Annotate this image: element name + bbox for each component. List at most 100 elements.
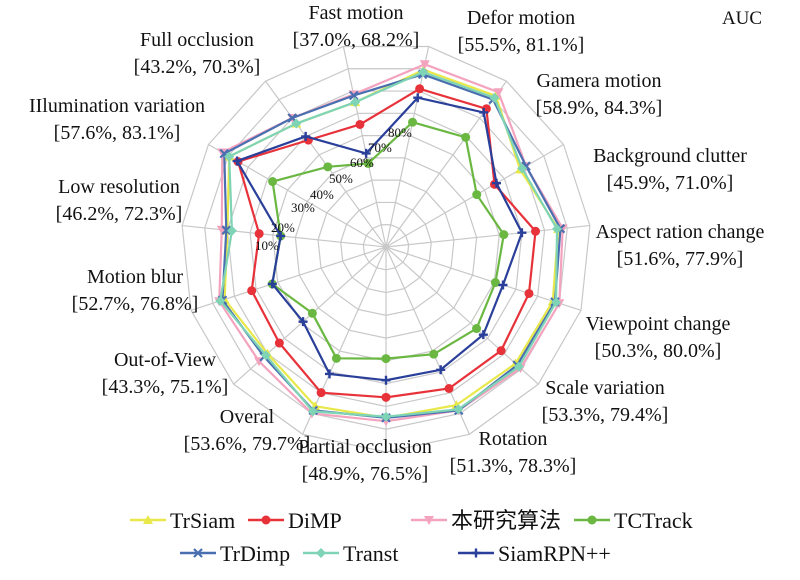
data-point — [453, 404, 464, 415]
data-point — [349, 90, 359, 101]
axis-label: Out-of-View — [114, 349, 217, 371]
axis-label: Gamera motion — [537, 70, 662, 92]
legend-item: TCTrack — [574, 508, 693, 533]
data-point — [355, 119, 365, 129]
legend: TrSiam DiMP 本研究算法 TCTrack TrDimp Transt SiamRP… — [130, 508, 693, 566]
data-point — [232, 156, 242, 166]
legend-label: TCTrack — [614, 508, 693, 533]
legend-marker — [261, 515, 271, 525]
axis-label: Defor motion — [467, 7, 575, 29]
axis-range-label: [53.6%, 79.7%] — [184, 433, 311, 455]
data-point — [491, 178, 501, 188]
data-point — [324, 369, 334, 379]
data-point — [479, 107, 489, 117]
data-point — [461, 132, 471, 142]
legend-marker — [471, 548, 481, 558]
data-point — [415, 84, 425, 94]
data-point — [331, 353, 341, 363]
legend-marker — [424, 516, 434, 525]
grid-spoke — [385, 46, 430, 248]
axis-label: IIlumination variation — [29, 95, 205, 117]
axis-label: Fast motion — [308, 2, 403, 24]
radial-tick-label: 20% — [271, 220, 295, 235]
data-point — [381, 354, 391, 364]
data-point — [276, 231, 286, 241]
legend-marker — [193, 548, 203, 558]
legend-marker — [143, 515, 153, 524]
series-6 — [232, 93, 527, 385]
chart-title: AUC — [722, 8, 762, 29]
grid-ring — [294, 157, 478, 339]
data-point — [254, 229, 264, 239]
legend-item: TrDimp — [180, 541, 290, 566]
data-point — [381, 411, 391, 422]
data-point — [350, 97, 361, 108]
data-point — [436, 365, 446, 375]
data-point — [490, 278, 500, 288]
data-point — [531, 226, 541, 236]
data-point — [274, 338, 284, 348]
data-point — [381, 392, 391, 402]
grid-spoke — [385, 246, 582, 311]
data-point — [215, 295, 226, 306]
axis-range-label: [50.3%, 80.0%] — [595, 340, 722, 362]
radial-tick-label: 40% — [310, 187, 334, 202]
axis-range-label: [43.3%, 75.1%] — [102, 376, 229, 398]
data-point — [307, 406, 318, 417]
axis-range-label: [46.2%, 72.3%] — [56, 203, 183, 225]
grid-ring — [226, 90, 546, 408]
axis-label: Overal — [220, 406, 275, 428]
data-point — [524, 288, 534, 298]
grid-ring — [362, 224, 410, 271]
radial-tick-label: 70% — [368, 140, 392, 155]
legend-item: SiamRPN++ — [458, 541, 611, 566]
data-point — [429, 349, 439, 359]
axis-range-label: [51.6%, 77.9%] — [617, 248, 744, 270]
data-point — [493, 88, 504, 98]
data-point — [307, 308, 317, 318]
radial-tick-label: 50% — [329, 171, 353, 186]
legend-item: TrSiam — [130, 508, 235, 533]
axis-range-label: [43.2%, 70.3%] — [134, 56, 261, 78]
axis-label: Viewpoint change — [586, 313, 731, 335]
data-point — [413, 93, 423, 103]
data-point — [260, 350, 271, 361]
data-point — [552, 224, 563, 235]
grid-ring — [181, 45, 591, 453]
data-point — [517, 228, 527, 238]
legend-marker — [587, 515, 597, 525]
axis-label: Aspect ration change — [596, 221, 765, 243]
series-line — [219, 70, 559, 418]
data-point — [267, 279, 277, 289]
legend-label: 本研究算法 — [451, 508, 561, 533]
data-point — [268, 177, 278, 187]
radial-tick-label: 80% — [388, 125, 412, 140]
axis-range-label: [37.0%, 68.2%] — [293, 29, 420, 51]
radial-tick-label: 10% — [255, 238, 279, 253]
data-point — [291, 118, 302, 129]
axis-label: Background clutter — [593, 145, 747, 167]
axis-range-label: [53.3%, 79.4%] — [542, 404, 669, 426]
axis-range-label: [52.7%, 76.8%] — [72, 293, 199, 315]
grid-spoke — [302, 246, 387, 435]
grid-spoke — [385, 246, 539, 385]
data-point — [316, 388, 326, 398]
legend-label: SiamRPN++ — [498, 541, 611, 566]
radial-tick-label: 60% — [350, 155, 374, 170]
legend-label: TrDimp — [220, 541, 290, 566]
data-point — [361, 148, 371, 158]
grid-ring — [317, 179, 455, 316]
axis-range-label: [55.5%, 81.1%] — [458, 34, 585, 56]
axis-range-label: [48.9%, 76.5%] — [302, 463, 429, 485]
axis-label: Full occlusion — [140, 29, 254, 51]
data-point — [363, 158, 373, 168]
data-point — [224, 151, 235, 162]
data-point — [472, 190, 482, 200]
data-point — [301, 131, 311, 141]
data-point — [499, 230, 509, 240]
grid-ring — [340, 201, 432, 294]
data-point — [381, 375, 391, 385]
axis-label: Low resolution — [58, 176, 180, 198]
